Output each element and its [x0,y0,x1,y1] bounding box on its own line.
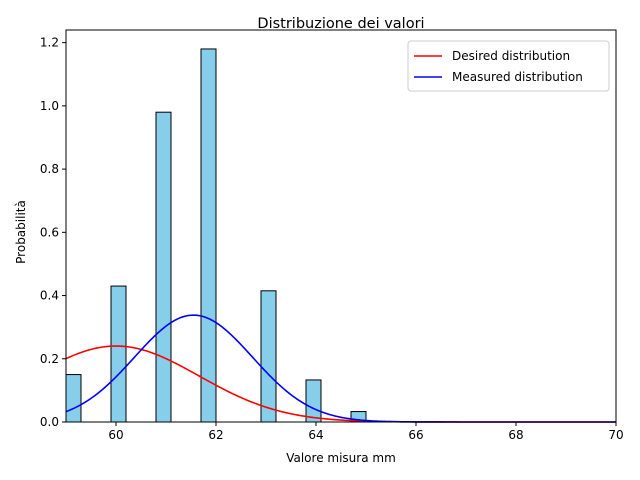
histogram-bar-3 [200,48,217,423]
histogram-bars [65,48,367,423]
histogram-bar-5 [305,379,322,423]
histogram-bar-0 [65,374,82,423]
x-tick-label-2: 64 [308,428,323,442]
histogram-bar-2 [155,111,172,423]
chart-title: Distribuzione dei valori [257,16,424,32]
x-tick-label-0: 60 [108,428,123,442]
x-tick-label-1: 62 [208,428,223,442]
y-tick-label-3: 0.6 [40,225,59,239]
y-tick-label-6: 1.2 [40,36,59,50]
y-tick-label-5: 1.0 [40,99,59,113]
legend-entry-1: Measured distribution [452,70,583,84]
y-tick-label-1: 0.2 [40,352,59,366]
y-tick-label-0: 0.0 [40,415,59,429]
x-axis-ticks: 60 62 64 66 68 70 [108,422,624,442]
y-tick-label-4: 0.8 [40,162,59,176]
histogram-bar-1 [110,285,127,423]
legend-box [407,40,610,92]
legend: Desired distribution Measured distributio… [407,40,610,92]
legend-entry-0: Desired distribution [452,49,570,63]
plot-frame [65,29,617,423]
x-axis-label: Valore misura mm [286,451,396,465]
histogram-bar-4 [260,290,277,423]
y-tick-label-2: 0.4 [40,289,59,303]
x-tick-label-5: 70 [608,428,623,442]
y-axis-label: Probabilità [14,200,28,264]
x-tick-label-3: 66 [408,428,423,442]
x-tick-label-4: 68 [508,428,523,442]
y-axis-ticks: 0.0 0.2 0.4 0.6 0.8 1.0 1.2 [40,36,66,429]
